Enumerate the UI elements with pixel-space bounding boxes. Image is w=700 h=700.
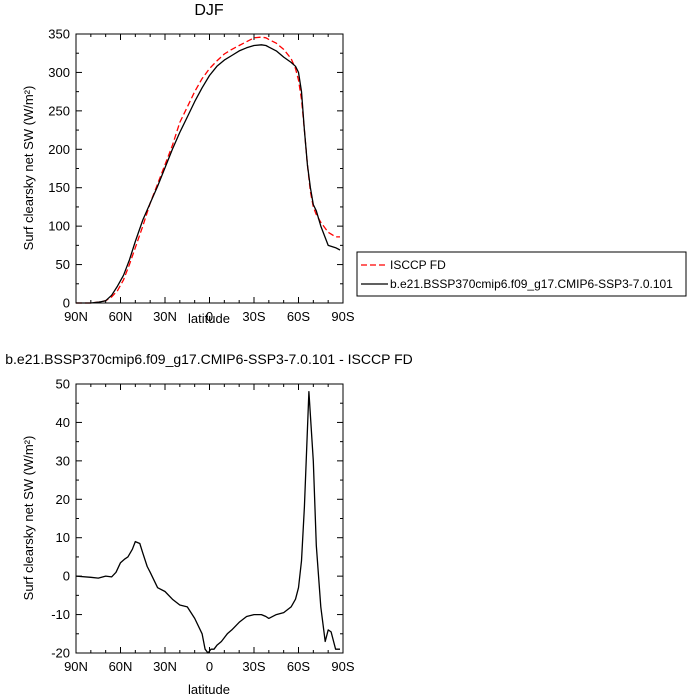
top-x-tick-label: 0 [206,309,213,324]
top-x-axis-label: latitude [188,311,230,326]
bottom-y-tick-label: 50 [56,377,70,392]
bottom-y-tick-label: -10 [51,607,70,622]
bottom-x-axis-label: latitude [188,682,230,697]
legend: ISCCP FD b.e21.BSSP370cmip6.f09_g17.CMIP… [356,251,687,297]
top-y-tick-label: 150 [48,180,70,195]
legend-box [356,251,687,297]
bottom-x-tick-label: 90N [64,659,88,674]
bottom-plot-frame [75,383,344,654]
top-x-tick-label: 60N [109,309,133,324]
bottom-y-tick-label: 40 [56,415,70,430]
bottom-x-tick-label: 0 [206,659,213,674]
top-panel: DJF latitude Surf clearsky net SW (W/m²)… [21,2,355,326]
bottom-y-tick-label: 20 [56,492,70,507]
top-y-tick-label: 100 [48,219,70,234]
top-chart-title: DJF [194,2,224,19]
bottom-x-tick-label: 60N [109,659,133,674]
bottom-x-tick-label: 60S [287,659,310,674]
top-x-tick-label: 30S [242,309,265,324]
bottom-y-tick-label: 10 [56,530,70,545]
top-series-line-b-e21-bssp370cmip6-f09-g17-cmip6-ssp3-7-0-101 [76,44,341,304]
top-y-tick-label: 250 [48,103,70,118]
top-x-tick-label: 90S [331,309,354,324]
top-x-tick-label: 30N [153,309,177,324]
top-x-tick-label: 90N [64,309,88,324]
bottom-y-tick-label: -20 [51,646,70,661]
bottom-x-tick-label: 30N [153,659,177,674]
top-plot-frame [75,33,344,304]
top-y-tick-label: 350 [48,27,70,42]
legend-label-model: b.e21.BSSP370cmip6.f09_g17.CMIP6-SSP3-7.… [390,277,673,291]
top-y-tick-label: 50 [56,257,70,272]
bottom-x-tick-label: 90S [331,659,354,674]
bottom-series-line-difference [75,391,340,654]
top-y-tick-label: 300 [48,65,70,80]
bottom-y-tick-label: 0 [63,569,70,584]
top-y-tick-label: 200 [48,142,70,157]
top-y-tick-label: 0 [63,296,70,311]
bottom-chart-title: b.e21.BSSP370cmip6.f09_g17.CMIP6-SSP3-7.… [5,351,413,367]
top-y-axis-label: Surf clearsky net SW (W/m²) [21,86,36,251]
bottom-y-tick-label: 30 [56,453,70,468]
legend-label-isccp-fd: ISCCP FD [390,258,446,272]
bottom-y-axis-label: Surf clearsky net SW (W/m²) [21,436,36,601]
top-series-line-isccp-fd [76,36,340,304]
bottom-x-tick-label: 30S [242,659,265,674]
top-x-tick-label: 60S [287,309,310,324]
bottom-panel: b.e21.BSSP370cmip6.f09_g17.CMIP6-SSP3-7.… [5,351,413,697]
